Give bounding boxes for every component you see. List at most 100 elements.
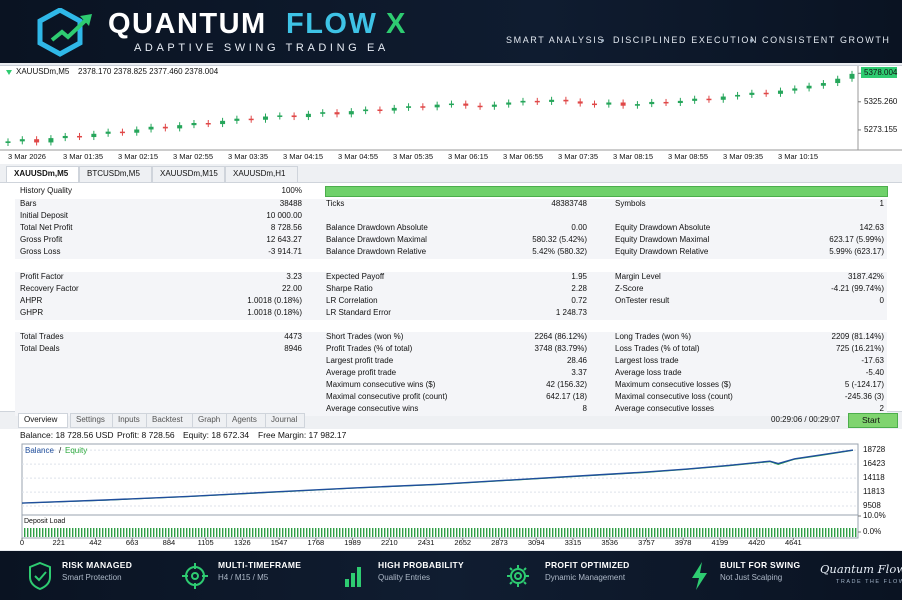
tester-tab-label[interactable]: Graph <box>198 415 221 424</box>
candle <box>692 98 698 101</box>
tester-tab-label[interactable]: Backtest <box>152 415 183 424</box>
x-tick-label: 3536 <box>601 538 618 547</box>
candle <box>434 104 440 108</box>
bolt-icon <box>692 562 707 590</box>
report-value: 8 <box>582 404 587 413</box>
check-icon <box>34 571 47 582</box>
report-label: Equity Drawdown Absolute <box>615 223 711 232</box>
header <box>0 0 902 63</box>
report-value: 642.17 (18) <box>546 392 587 401</box>
symbol-tab-label[interactable]: XAUUSDm,H1 <box>233 169 286 178</box>
price-tag <box>861 67 897 79</box>
candle <box>749 92 755 95</box>
symbol-tab[interactable] <box>152 166 225 182</box>
symbol-tab[interactable] <box>79 166 152 182</box>
report-value: -3 914.71 <box>268 247 302 256</box>
report-value: -4.21 (99.74%) <box>831 284 884 293</box>
x-tick-label: 1989 <box>344 538 361 547</box>
legend-entry: Equity <box>65 446 88 455</box>
x-tick-label: 1326 <box>234 538 251 547</box>
x-tick-label: 4420 <box>748 538 765 547</box>
load-tick-label: 10.0% <box>863 511 886 520</box>
status-item: Equity: 18 672.34 <box>183 430 250 440</box>
report-value: -17.63 <box>861 356 884 365</box>
load-label: Deposit Load <box>24 518 65 525</box>
history-quality-bar <box>325 186 888 197</box>
status-item: Balance: 18 728.56 USD <box>20 430 114 440</box>
symbol-tab-label[interactable]: XAUUSDm,M5 <box>14 169 69 178</box>
candle <box>334 112 340 115</box>
tester-tab-label[interactable]: Journal <box>271 415 298 424</box>
report-label: Margin Level <box>615 272 661 281</box>
report-value: 0.72 <box>571 296 587 305</box>
tester-tab-label[interactable]: Agents <box>232 415 257 424</box>
feature-subtitle: Smart Protection <box>62 573 122 582</box>
icons <box>29 561 529 591</box>
y-tick-label: 18728 <box>863 445 886 454</box>
symbol-tab-label[interactable]: BTCUSDm,M5 <box>87 169 140 178</box>
candle <box>191 123 197 126</box>
candle <box>463 103 469 106</box>
candle <box>34 139 40 143</box>
candle <box>620 102 626 106</box>
report-label: Long Trades (won %) <box>615 332 692 341</box>
x-tick-label: 1547 <box>271 538 288 547</box>
symbol-tab[interactable] <box>225 166 298 182</box>
report-label: Profit Factor <box>20 272 64 281</box>
time-label: 3 Mar 04:15 <box>283 152 324 161</box>
report-label: Equity Drawdown Relative <box>615 247 709 256</box>
start-button[interactable] <box>848 413 898 428</box>
legend-separator: / <box>59 446 62 455</box>
time-label: 3 Mar 06:55 <box>503 152 544 161</box>
logo-arrow <box>50 18 88 42</box>
x-tick-label: 3978 <box>675 538 692 547</box>
start-label[interactable]: Start <box>862 415 880 425</box>
symbol-tab[interactable] <box>6 166 79 182</box>
report-value: 3748 (83.79%) <box>534 344 587 353</box>
candle <box>5 141 11 143</box>
tester-tab-label[interactable]: Inputs <box>118 415 140 424</box>
x-tick-label: 1105 <box>198 538 214 547</box>
y-tick-label: 16423 <box>863 459 886 468</box>
tester-tab-label[interactable]: Overview <box>24 415 58 424</box>
feature-title: BUILT FOR SWING <box>720 560 801 570</box>
report-label: GHPR <box>20 308 44 317</box>
report-group-band <box>15 272 887 320</box>
tester-tab[interactable] <box>265 413 305 428</box>
report-value: 4473 <box>284 332 302 341</box>
candle <box>606 102 612 105</box>
tester-tab-label[interactable]: Settings <box>76 415 105 424</box>
candle <box>406 106 412 108</box>
report-value: 725 (16.21%) <box>835 344 884 353</box>
candle <box>162 126 168 129</box>
candle <box>363 109 369 112</box>
report-value: 1.0018 (0.18%) <box>247 308 302 317</box>
x-tick-label: 1768 <box>308 538 325 547</box>
candle <box>820 83 826 86</box>
symbol-tab-label[interactable]: XAUUSDm,M15 <box>160 169 218 178</box>
symbol: XAUUSDm,M5 <box>16 67 70 76</box>
price-label: 5378.004 <box>864 68 898 78</box>
series-line <box>21 449 854 504</box>
x-tick-label: 2431 <box>418 538 435 547</box>
candle <box>62 135 68 139</box>
candle <box>305 113 311 118</box>
load-tick-label: 0.0% <box>863 527 881 536</box>
time-label: 3 Mar 04:55 <box>338 152 379 161</box>
candle <box>477 105 483 108</box>
report-label: Balance Drawdown Absolute <box>326 223 428 232</box>
gear-teeth <box>507 565 529 587</box>
report-value: 12 643.27 <box>266 235 302 244</box>
report-value: 623.17 (5.99%) <box>829 235 884 244</box>
report-label: Symbols <box>615 199 646 208</box>
time-label: 3 Mar 10:15 <box>778 152 819 161</box>
report-value: 28.46 <box>566 356 587 365</box>
report-label: OnTester result <box>615 296 670 305</box>
candle <box>720 96 726 100</box>
tester-tab[interactable] <box>18 413 68 428</box>
tester-time: 00:29:06 / 00:29:07 <box>771 415 840 424</box>
logo-word: X <box>386 8 407 40</box>
candle <box>835 78 841 84</box>
bar-icon <box>357 567 361 587</box>
